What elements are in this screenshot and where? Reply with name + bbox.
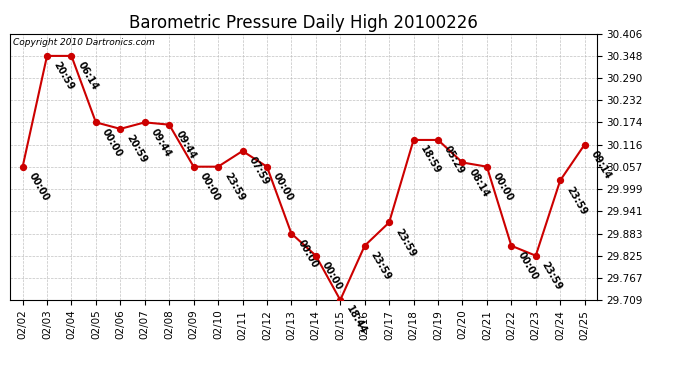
- Point: [213, 164, 224, 170]
- Text: 18:59: 18:59: [417, 144, 442, 176]
- Text: 00:00: 00:00: [515, 250, 540, 282]
- Point: [482, 164, 493, 170]
- Text: 18:44: 18:44: [344, 304, 368, 336]
- Point: [90, 119, 101, 125]
- Text: 00:00: 00:00: [198, 171, 222, 203]
- Point: [115, 126, 126, 132]
- Text: 07:59: 07:59: [246, 155, 271, 187]
- Point: [66, 53, 77, 59]
- Text: 00:00: 00:00: [27, 171, 51, 203]
- Text: 23:59: 23:59: [564, 184, 589, 216]
- Point: [530, 253, 541, 259]
- Point: [457, 159, 468, 165]
- Point: [579, 141, 590, 147]
- Point: [335, 297, 346, 303]
- Text: 20:59: 20:59: [124, 133, 148, 165]
- Point: [139, 119, 150, 125]
- Point: [433, 137, 444, 143]
- Text: 09:44: 09:44: [173, 129, 197, 160]
- Point: [384, 219, 395, 225]
- Point: [555, 177, 566, 183]
- Text: 00:00: 00:00: [295, 238, 319, 270]
- Point: [17, 164, 28, 170]
- Text: Copyright 2010 Dartronics.com: Copyright 2010 Dartronics.com: [13, 38, 155, 47]
- Point: [188, 164, 199, 170]
- Point: [237, 148, 248, 154]
- Text: 08:14: 08:14: [466, 166, 491, 199]
- Text: 23:59: 23:59: [222, 171, 246, 203]
- Text: 09:44: 09:44: [149, 126, 173, 158]
- Text: 05:29: 05:29: [442, 144, 466, 176]
- Point: [286, 231, 297, 237]
- Text: 23:59: 23:59: [393, 226, 417, 258]
- Title: Barometric Pressure Daily High 20100226: Barometric Pressure Daily High 20100226: [129, 14, 478, 32]
- Text: 23:59: 23:59: [540, 260, 564, 292]
- Point: [359, 243, 371, 249]
- Point: [262, 164, 273, 170]
- Point: [41, 53, 52, 59]
- Text: 00:00: 00:00: [491, 171, 515, 203]
- Text: 06:14: 06:14: [76, 60, 100, 92]
- Point: [506, 243, 517, 249]
- Text: 00:00: 00:00: [320, 260, 344, 292]
- Point: [408, 137, 419, 143]
- Point: [310, 253, 322, 259]
- Text: 23:59: 23:59: [369, 250, 393, 282]
- Point: [164, 122, 175, 128]
- Text: 00:00: 00:00: [271, 171, 295, 203]
- Text: 20:59: 20:59: [51, 60, 75, 92]
- Text: 00:00: 00:00: [100, 126, 124, 158]
- Text: 09:14: 09:14: [589, 149, 613, 180]
